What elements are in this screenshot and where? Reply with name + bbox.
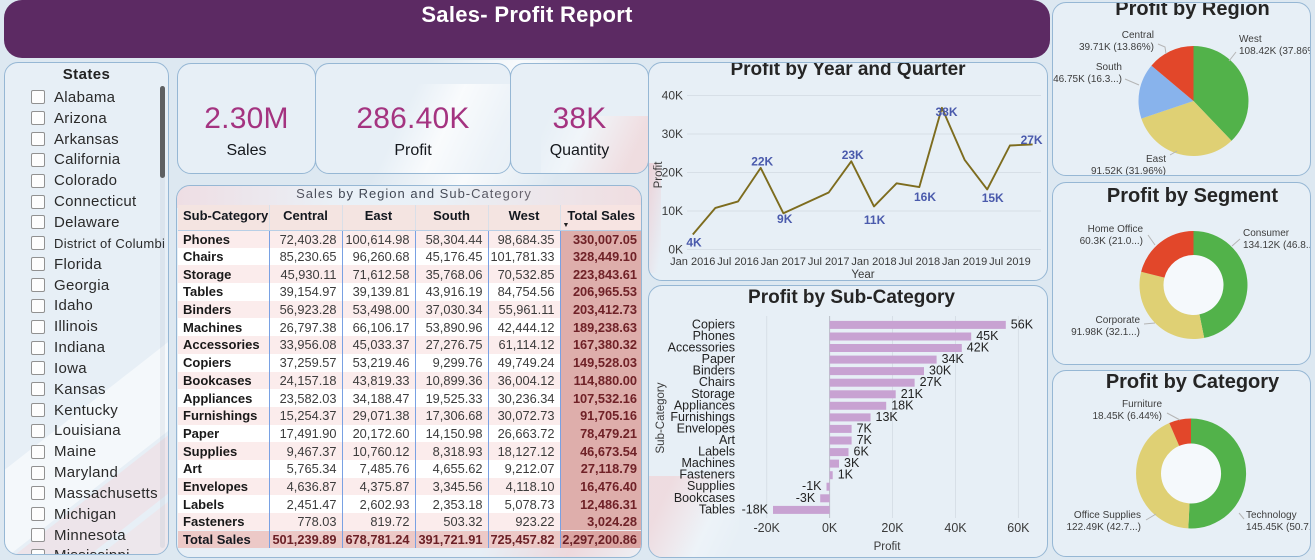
svg-text:Sub-Category: Sub-Category: [655, 382, 667, 453]
svg-text:Supplies: Supplies: [687, 479, 735, 493]
svg-text:Chairs: Chairs: [699, 375, 735, 389]
svg-text:Profit: Profit: [874, 541, 902, 553]
svg-text:Year: Year: [851, 269, 874, 281]
svg-text:3K: 3K: [844, 456, 860, 470]
svg-text:20K: 20K: [662, 166, 683, 180]
svg-text:23K: 23K: [842, 148, 864, 162]
svg-text:9K: 9K: [777, 212, 793, 226]
svg-text:18K: 18K: [891, 398, 914, 412]
svg-text:15K: 15K: [982, 191, 1004, 205]
svg-text:56K: 56K: [1011, 317, 1034, 331]
svg-text:11K: 11K: [864, 213, 886, 227]
svg-text:Appliances: Appliances: [674, 398, 735, 412]
svg-text:0K: 0K: [822, 521, 838, 535]
svg-text:Fasteners: Fasteners: [679, 468, 735, 482]
svg-text:45K: 45K: [976, 329, 999, 343]
svg-text:40K: 40K: [944, 521, 967, 535]
svg-text:30K: 30K: [662, 127, 683, 141]
svg-text:Bookcases: Bookcases: [674, 491, 735, 505]
svg-text:Paper: Paper: [702, 352, 735, 366]
svg-text:-18K: -18K: [742, 502, 769, 516]
svg-text:Storage: Storage: [691, 387, 735, 401]
svg-text:Jul 2016: Jul 2016: [717, 256, 759, 268]
svg-text:Phones: Phones: [693, 329, 735, 343]
svg-text:Envelopes: Envelopes: [677, 421, 735, 435]
svg-text:27K: 27K: [1021, 133, 1043, 147]
svg-text:7K: 7K: [857, 433, 873, 447]
svg-text:Tables: Tables: [699, 502, 735, 516]
svg-text:Copiers: Copiers: [692, 317, 735, 331]
svg-text:Machines: Machines: [682, 456, 736, 470]
svg-text:10K: 10K: [662, 204, 683, 218]
svg-text:Jul 2017: Jul 2017: [808, 256, 850, 268]
svg-text:Accessories: Accessories: [668, 341, 735, 355]
svg-text:60K: 60K: [1007, 521, 1030, 535]
svg-text:16K: 16K: [914, 190, 936, 204]
svg-text:34K: 34K: [942, 352, 965, 366]
svg-text:Jan 2017: Jan 2017: [761, 256, 806, 268]
svg-text:Jan 2019: Jan 2019: [942, 256, 987, 268]
svg-text:13K: 13K: [876, 410, 899, 424]
svg-text:Jul 2019: Jul 2019: [989, 256, 1031, 268]
svg-text:Art: Art: [719, 433, 736, 447]
svg-text:20K: 20K: [881, 521, 904, 535]
svg-text:1K: 1K: [838, 468, 854, 482]
svg-text:22K: 22K: [751, 155, 773, 169]
svg-text:-1K: -1K: [802, 479, 822, 493]
svg-text:6K: 6K: [854, 445, 870, 459]
svg-text:30K: 30K: [929, 364, 952, 378]
svg-text:7K: 7K: [857, 421, 873, 435]
svg-text:27K: 27K: [920, 375, 943, 389]
svg-text:0K: 0K: [668, 243, 683, 257]
svg-text:-3K: -3K: [796, 491, 816, 505]
svg-text:4K: 4K: [686, 236, 702, 250]
svg-text:38K: 38K: [935, 105, 957, 119]
svg-text:Jan 2016: Jan 2016: [670, 256, 715, 268]
svg-text:21K: 21K: [901, 387, 924, 401]
svg-text:Binders: Binders: [693, 364, 735, 378]
svg-text:Jul 2018: Jul 2018: [899, 256, 941, 268]
svg-text:-20K: -20K: [753, 521, 780, 535]
svg-text:40K: 40K: [662, 89, 683, 103]
svg-text:Furnishings: Furnishings: [670, 410, 735, 424]
svg-text:Jan 2018: Jan 2018: [851, 256, 896, 268]
svg-text:42K: 42K: [967, 341, 990, 355]
svg-text:Profit: Profit: [653, 161, 665, 189]
svg-text:Labels: Labels: [698, 445, 735, 459]
